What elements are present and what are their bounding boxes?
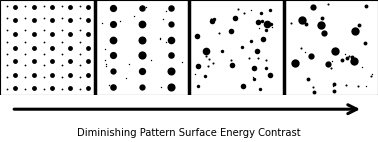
Text: Diminishing Pattern Surface Energy Contrast: Diminishing Pattern Surface Energy Contr… bbox=[77, 128, 301, 138]
